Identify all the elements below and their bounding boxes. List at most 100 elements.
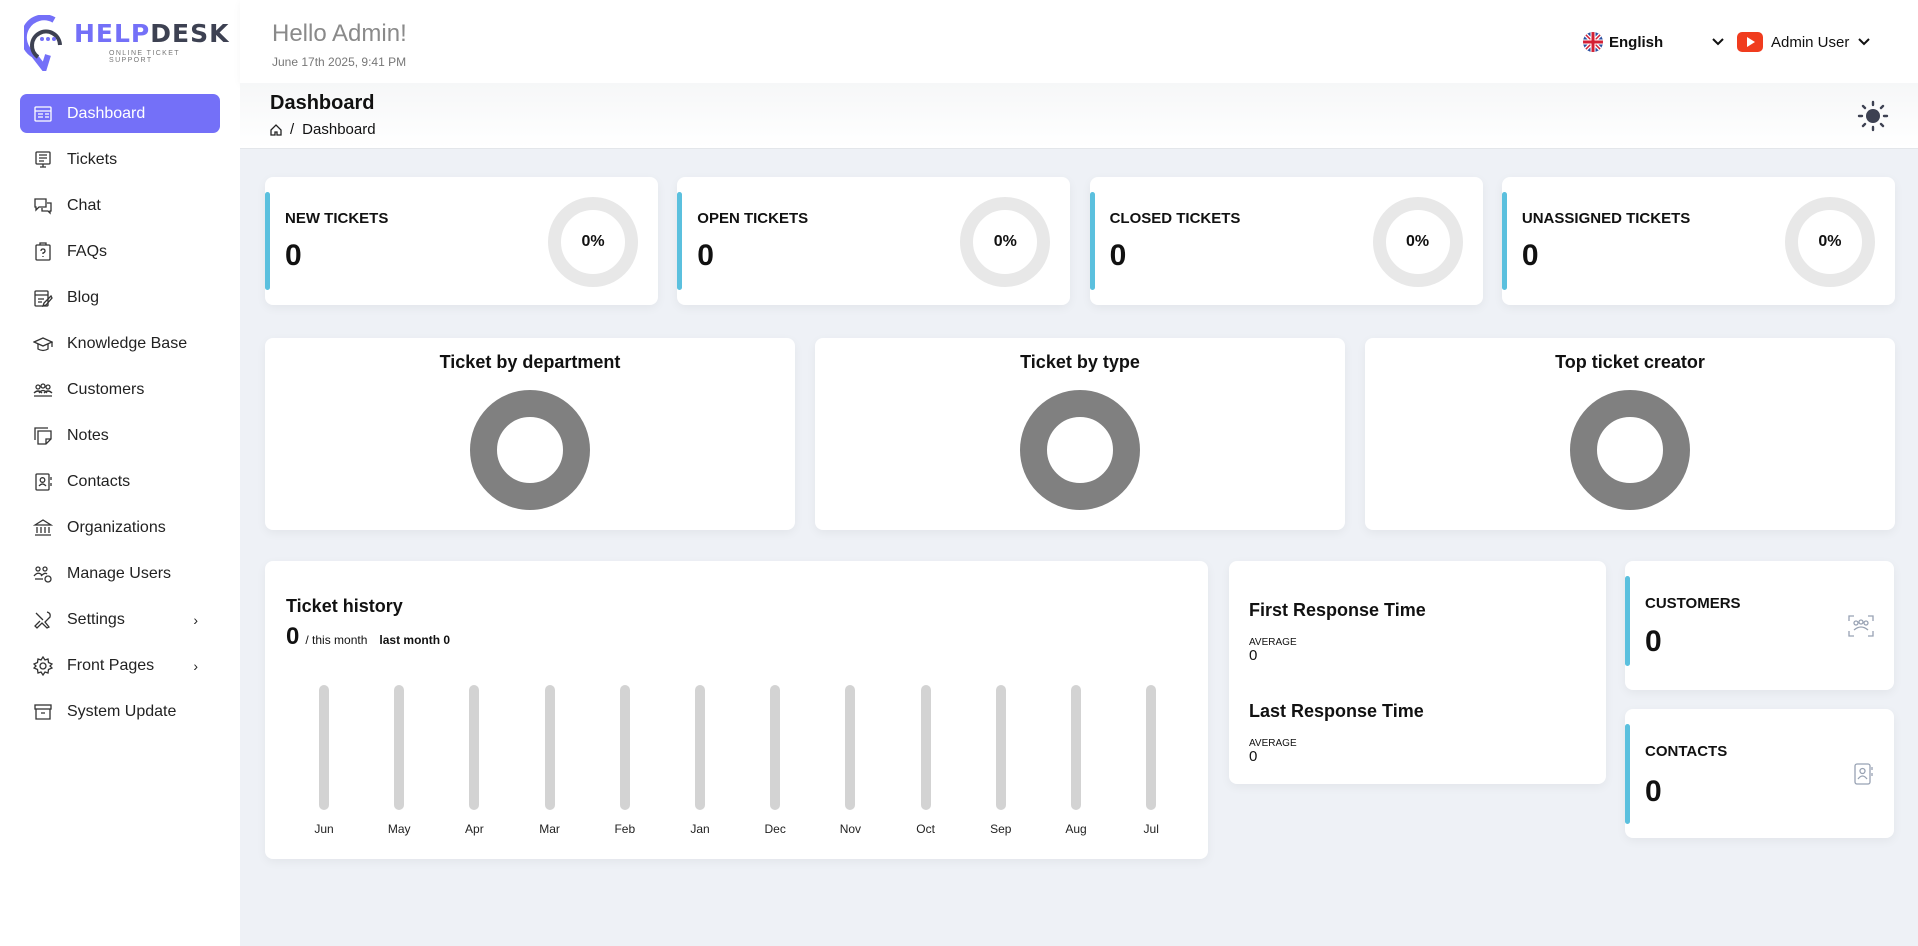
response-time-card: First Response Time AVERAGE 0 Last Respo… (1229, 561, 1606, 784)
last-response-value: 0 (1249, 748, 1258, 765)
chat-bubble-logo-icon (24, 15, 62, 71)
logo[interactable]: HELPDESK ONLINE TICKET SUPPORT (24, 15, 228, 71)
chevron-down-icon (1858, 38, 1871, 46)
percent-ring: 0% (548, 197, 638, 287)
stat-label: OPEN TICKETS (697, 210, 809, 227)
stat-value: 0 (285, 239, 302, 272)
logo-tagline: ONLINE TICKET SUPPORT (109, 50, 180, 64)
archive-icon (34, 703, 52, 720)
history-bar-dec[interactable] (770, 685, 781, 810)
users-gear-icon (33, 565, 52, 583)
chart-title: Ticket by department (439, 352, 621, 372)
history-tick-label: Nov (839, 822, 862, 836)
percent-label: 0% (581, 233, 605, 250)
sidebar-item-manage-users[interactable]: Manage Users (20, 554, 220, 593)
uk-flag-icon (1583, 32, 1603, 52)
first-response-title: First Response Time (1249, 600, 1426, 620)
customers-card[interactable]: CUSTOMERS 0 (1625, 561, 1894, 690)
history-tick-label: Aug (1065, 822, 1087, 836)
page-title: Dashboard (270, 92, 375, 114)
stat-value: 0 (1521, 239, 1539, 272)
sidebar-item-label: Blog (67, 288, 100, 306)
history-bar-nov[interactable] (845, 685, 856, 810)
percent-label: 0% (1818, 233, 1842, 250)
user-menu[interactable]: Admin User (1737, 32, 1871, 52)
language-label: English (1609, 33, 1664, 51)
page-header: Dashboard / Dashboard (240, 83, 1918, 149)
sidebar-item-tickets[interactable]: Tickets (20, 140, 220, 179)
stat-card-new-tickets[interactable]: NEW TICKETS 0 0% (265, 177, 658, 305)
first-response-value: 0 (1249, 647, 1258, 664)
sidebar-item-system-update[interactable]: System Update (20, 692, 220, 731)
percent-ring: 0% (1372, 197, 1463, 287)
theme-toggle-sun-icon[interactable] (1857, 100, 1889, 132)
sidebar-item-label: Contacts (67, 472, 131, 490)
sidebar-item-notes[interactable]: Notes (20, 416, 220, 455)
sidebar-item-settings[interactable]: Settings › (20, 600, 220, 639)
home-icon[interactable] (270, 123, 282, 136)
customers-label: CUSTOMERS (1645, 595, 1741, 612)
stat-card-closed-tickets[interactable]: CLOSED TICKETS 0 0% (1089, 177, 1483, 305)
gear-icon (33, 655, 53, 676)
ticket-history-title: Ticket history (286, 596, 403, 616)
history-tick-label: Sep (990, 822, 1012, 836)
history-tick-label: Dec (764, 822, 786, 836)
sidebar-item-blog[interactable]: Blog (20, 278, 220, 317)
first-response-label: AVERAGE (1249, 637, 1297, 648)
sidebar-item-organizations[interactable]: Organizations (20, 508, 220, 547)
sidebar-item-knowledge-base[interactable]: Knowledge Base (20, 324, 220, 363)
contacts-card[interactable]: CONTACTS 0 (1625, 709, 1894, 838)
history-bar-apr[interactable] (469, 685, 480, 810)
notes-icon (34, 426, 52, 445)
history-bar-sep[interactable] (995, 685, 1006, 810)
percent-ring: 0% (960, 197, 1051, 287)
sidebar-item-faqs[interactable]: FAQs (20, 232, 220, 271)
chart-card: Ticket by department (265, 338, 795, 530)
graduation-cap-icon (33, 336, 53, 351)
stat-value: 0 (697, 239, 714, 272)
donut-chart (470, 390, 590, 510)
chart-card: Ticket by type (815, 338, 1345, 530)
history-tick-label: Jan (690, 822, 710, 836)
history-tick-label: Apr (465, 822, 484, 836)
ticket-history-card: Ticket history 0 / this month last month… (265, 561, 1208, 859)
sidebar-item-contacts[interactable]: Contacts (20, 462, 220, 501)
bank-icon (33, 518, 53, 536)
logo-text: HELP (74, 19, 151, 48)
history-bar-feb[interactable] (619, 685, 630, 810)
percent-label: 0% (993, 233, 1017, 250)
sidebar-item-dashboard[interactable]: Dashboard (20, 94, 220, 133)
language-selector[interactable]: English (1583, 32, 1725, 52)
tools-icon (34, 610, 51, 629)
datetime: June 17th 2025, 9:41 PM (272, 55, 407, 69)
contacts-icon (1854, 763, 1873, 785)
sidebar-item-label: Manage Users (67, 564, 172, 582)
history-bar-jan[interactable] (695, 685, 705, 810)
sidebar-item-label: FAQs (67, 242, 108, 260)
user-name: Admin User (1771, 33, 1850, 51)
history-bar-mar[interactable] (544, 685, 555, 810)
sidebar-item-customers[interactable]: Customers (20, 370, 220, 409)
stat-card-open-tickets[interactable]: OPEN TICKETS 0 0% (677, 177, 1071, 305)
top-bar: Hello Admin! June 17th 2025, 9:41 PM Eng… (240, 0, 1918, 83)
history-bar-jun[interactable] (319, 685, 329, 810)
sidebar-item-chat[interactable]: Chat (20, 186, 220, 225)
stat-label: NEW TICKETS (285, 210, 389, 227)
history-bar-aug[interactable] (1071, 685, 1081, 810)
history-tick-label: Jun (314, 822, 334, 836)
sidebar: HELPDESK ONLINE TICKET SUPPORT Dashboard… (0, 0, 240, 946)
history-bar-oct[interactable] (920, 685, 931, 810)
dashboard-icon (34, 105, 52, 122)
sidebar-item-front-pages[interactable]: Front Pages › (20, 646, 220, 685)
sidebar-item-label: Customers (67, 380, 145, 398)
tickets-icon (35, 150, 51, 168)
history-bar-jul[interactable] (1146, 685, 1157, 810)
donut-chart (1570, 390, 1690, 510)
history-bar-may[interactable] (394, 685, 405, 810)
contacts-icon (35, 472, 52, 491)
avatar (1737, 32, 1763, 52)
sidebar-item-label: Dashboard (67, 104, 146, 122)
customers-icon (1848, 615, 1874, 637)
last-response-label: AVERAGE (1249, 738, 1297, 749)
stat-card-unassigned-tickets[interactable]: UNASSIGNED TICKETS 0 0% (1501, 177, 1895, 305)
